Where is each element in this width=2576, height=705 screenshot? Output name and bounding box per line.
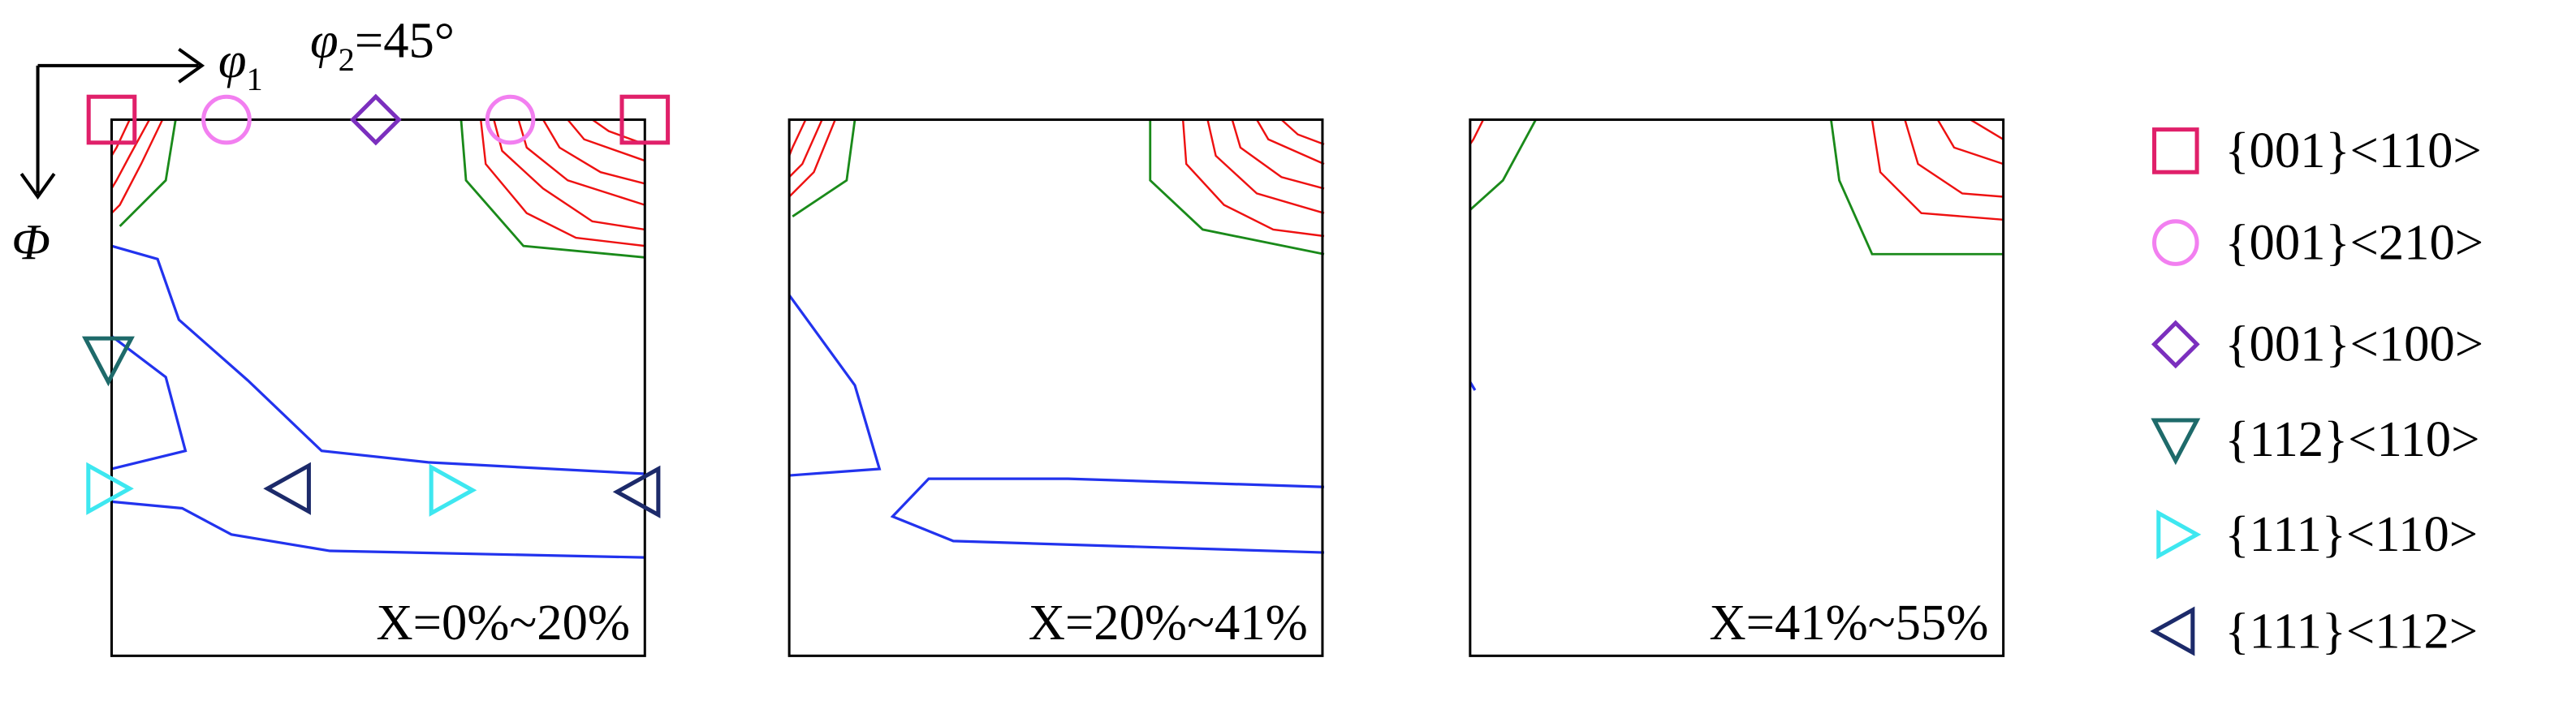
- legend-label: {001}<110>: [2224, 122, 2481, 178]
- marker-right: [429, 463, 477, 517]
- panel-label: X=41%~55%: [1709, 594, 1988, 651]
- panel-frame: [1469, 118, 2005, 657]
- legend-label: {001}<210>: [2224, 213, 2483, 270]
- contours: [1469, 118, 2004, 391]
- section-label: φ2=45°: [310, 12, 455, 78]
- marker-diamond: [2151, 320, 2200, 369]
- contours: [110, 118, 645, 559]
- symbol: φ: [310, 12, 339, 69]
- axis-arrows: [19, 47, 205, 200]
- marker-square: [86, 94, 137, 145]
- marker-right: [2156, 509, 2202, 560]
- marker-left: [263, 462, 311, 515]
- marker-down: [2151, 418, 2201, 466]
- panel-frame: [110, 118, 646, 657]
- subscript: 2: [339, 41, 355, 78]
- symbol: φ: [218, 32, 247, 88]
- panel-label: X=0%~20%: [376, 594, 630, 651]
- legend-label: {112}<110>: [2224, 411, 2479, 467]
- marker-circle: [201, 94, 252, 145]
- legend-label: {001}<100>: [2224, 316, 2483, 372]
- marker-square: [2152, 127, 2199, 174]
- marker-left: [2150, 606, 2195, 656]
- marker-square: [619, 94, 671, 145]
- marker-down: [81, 336, 135, 387]
- marker-right: [86, 462, 134, 515]
- marker-left: [612, 465, 661, 518]
- panel-frame: [787, 118, 1324, 657]
- contours: [787, 118, 1325, 554]
- panel-label: X=20%~41%: [1029, 594, 1308, 651]
- marker-circle: [2152, 219, 2199, 266]
- legend-label: {111}<112>: [2224, 602, 2478, 659]
- marker-circle: [485, 94, 536, 145]
- y-axis-label: Φ: [11, 213, 50, 270]
- x-axis-label: φ1: [218, 32, 263, 97]
- value: =45°: [355, 12, 455, 69]
- legend-label: {111}<110>: [2224, 505, 2478, 562]
- subscript: 1: [247, 61, 263, 97]
- marker-diamond: [349, 93, 402, 146]
